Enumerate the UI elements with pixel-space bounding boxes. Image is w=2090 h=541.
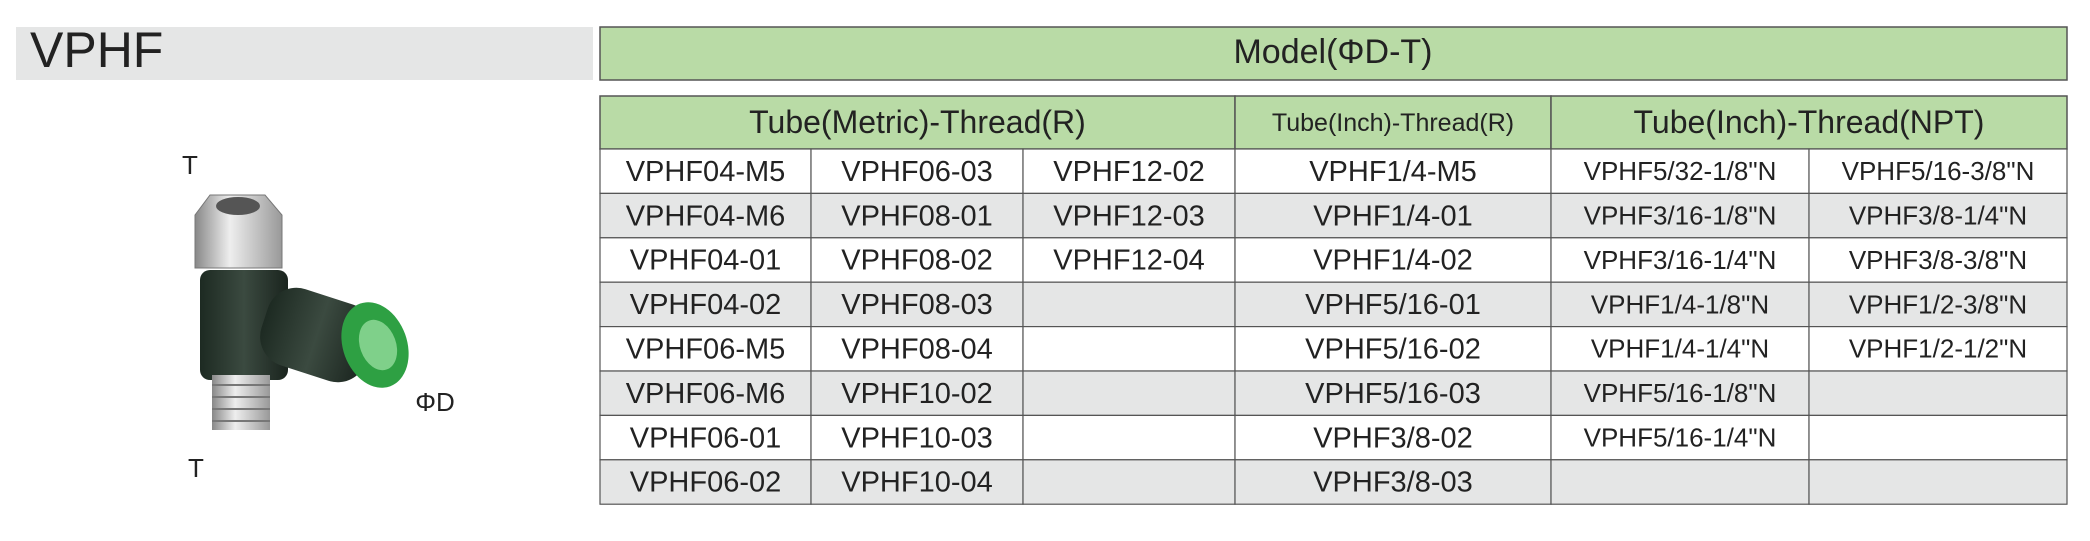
cell-text: VPHF10-02 xyxy=(841,378,993,410)
cell xyxy=(599,148,812,195)
cell-text: VPHF3/16-1/8"N xyxy=(1584,200,1777,230)
cell-text: VPHF10-04 xyxy=(841,467,993,499)
cell-text: VPHF3/16-1/4"N xyxy=(1584,245,1777,275)
thread-label: T xyxy=(188,453,204,483)
cell-text: VPHF06-02 xyxy=(630,467,782,499)
cell-text: VPHF08-04 xyxy=(841,333,993,365)
cell xyxy=(810,414,1024,461)
cell xyxy=(1022,459,1236,505)
cell xyxy=(1808,148,2068,195)
cell-text: VPHF1/4-01 xyxy=(1313,200,1473,232)
cell-text: VPHF06-01 xyxy=(630,422,782,454)
cell xyxy=(810,459,1024,505)
model-label: Model(ΦD-T) xyxy=(1233,33,1432,71)
cell xyxy=(1550,192,1810,239)
fitting-image xyxy=(194,194,409,430)
group-header: Tube(Inch)-Thread(NPT) xyxy=(1634,104,1985,140)
diameter-label: ΦD xyxy=(415,387,455,417)
cell xyxy=(1022,192,1236,239)
cell-text: VPHF08-01 xyxy=(841,200,993,232)
cell-text: VPHF12-04 xyxy=(1053,245,1205,277)
cell xyxy=(1808,459,2068,505)
cell xyxy=(1234,459,1552,505)
cell xyxy=(1022,414,1236,461)
cell-text: VPHF5/16-03 xyxy=(1305,378,1481,410)
cell xyxy=(1808,192,2068,239)
group-header-cell xyxy=(1550,95,2068,150)
cell xyxy=(1022,326,1236,372)
cell-text: VPHF1/2-3/8"N xyxy=(1849,289,2027,319)
cell-text: VPHF1/4-1/8"N xyxy=(1591,289,1769,319)
cell xyxy=(810,237,1024,283)
cell-text: VPHF12-03 xyxy=(1053,200,1205,232)
cell-text: VPHF1/4-1/4"N xyxy=(1591,334,1769,364)
cell-text: VPHF04-M6 xyxy=(626,200,786,232)
cell xyxy=(1022,370,1236,417)
title-bar xyxy=(16,27,593,80)
cell-text: VPHF1/4-02 xyxy=(1313,245,1473,277)
model-table: Tube(Metric)-Thread(R) Tube(Inch)-Thread(… xyxy=(599,95,2068,505)
cell-text: VPHF06-M5 xyxy=(626,333,786,365)
cell-text: VPHF1/2-1/2"N xyxy=(1849,334,2027,364)
cell-text: VPHF06-03 xyxy=(841,156,993,188)
cell xyxy=(599,414,812,461)
cell xyxy=(1234,281,1552,328)
cell-text: VPHF5/16-01 xyxy=(1305,289,1481,321)
cell xyxy=(1808,281,2068,328)
group-header: Tube(Metric)-Thread(R) xyxy=(749,104,1086,140)
cell xyxy=(1234,326,1552,372)
title: VPHF xyxy=(30,22,163,78)
cell xyxy=(1550,370,1810,417)
cell-text: VPHF10-03 xyxy=(841,422,993,454)
cell-text: VPHF5/16-1/8"N xyxy=(1584,378,1777,408)
cell xyxy=(599,459,812,505)
cell xyxy=(810,281,1024,328)
cell-text: VPHF04-02 xyxy=(630,289,782,321)
cell-text: VPHF04-M5 xyxy=(626,156,786,188)
cell xyxy=(599,237,812,283)
cell-text: VPHF5/16-1/4"N xyxy=(1584,422,1777,452)
cell-text: VPHF08-02 xyxy=(841,245,993,277)
cell-text: VPHF06-M6 xyxy=(626,378,786,410)
cell xyxy=(1022,237,1236,283)
cell-text: VPHF3/8-03 xyxy=(1313,467,1473,499)
cell xyxy=(1808,414,2068,461)
cell-text: VPHF12-02 xyxy=(1053,156,1205,188)
cell-text: VPHF5/16-02 xyxy=(1305,333,1481,365)
cell xyxy=(1550,326,1810,372)
cell xyxy=(1550,237,1810,283)
cell-text: VPHF3/8-02 xyxy=(1313,422,1473,454)
cell-text: VPHF3/8-1/4"N xyxy=(1849,200,2027,230)
cell xyxy=(1550,148,1810,195)
thread-label: T xyxy=(182,150,198,180)
cell-text: VPHF04-01 xyxy=(630,245,782,277)
cell-text: VPHF5/16-3/8"N xyxy=(1842,156,2035,186)
cell-text: VPHF3/8-3/8"N xyxy=(1849,245,2027,275)
cell xyxy=(1234,192,1552,239)
cell-text: VPHF08-03 xyxy=(841,289,993,321)
model-header xyxy=(599,26,2068,81)
cell xyxy=(810,192,1024,239)
cell xyxy=(1550,459,1810,505)
cell xyxy=(1808,370,2068,417)
cell xyxy=(1022,281,1236,328)
cell xyxy=(810,148,1024,195)
cell xyxy=(599,281,812,328)
cell xyxy=(599,370,812,417)
group-header: Tube(Inch)-Thread(R) xyxy=(1272,109,1514,137)
cell xyxy=(1808,326,2068,372)
cell-text: VPHF5/32-1/8"N xyxy=(1584,156,1777,186)
cell-text: VPHF1/4-M5 xyxy=(1309,156,1477,188)
